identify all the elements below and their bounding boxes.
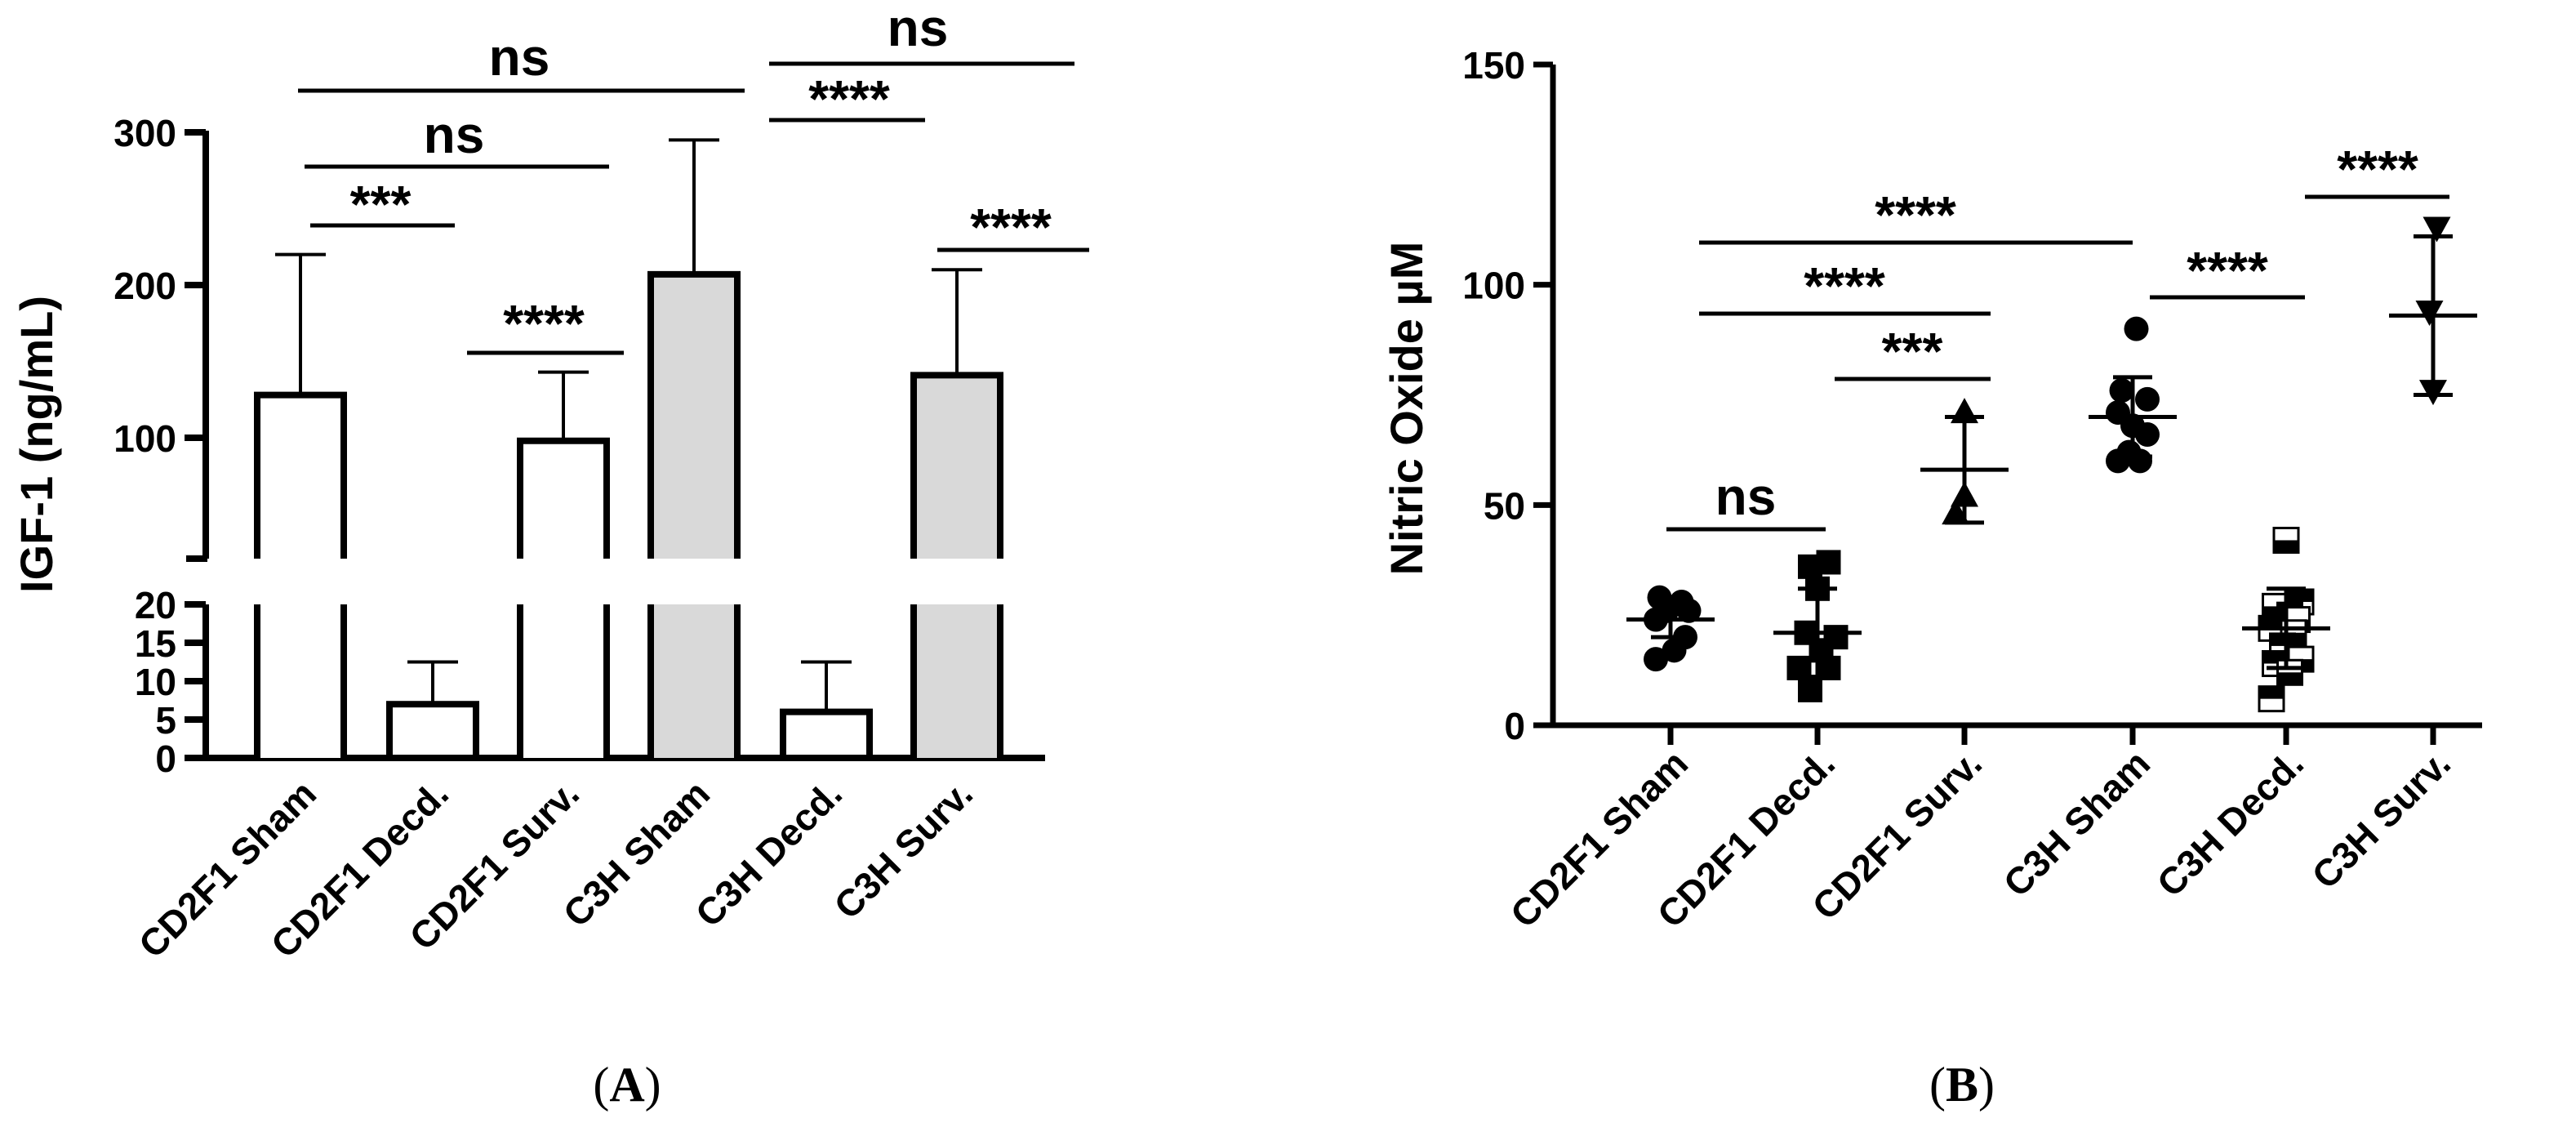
y-tick-label: 50 xyxy=(1484,484,1525,527)
panel-letter-a: A xyxy=(609,1058,644,1112)
y-tick-label-lower: 10 xyxy=(135,661,176,703)
data-point xyxy=(2423,216,2451,243)
significance-label: ns xyxy=(489,28,550,87)
panel-label-a: (A) xyxy=(593,1058,661,1112)
bar-lower-edges xyxy=(647,604,741,758)
data-point xyxy=(1644,647,1668,672)
y-tick-label: 150 xyxy=(1462,44,1525,87)
bar xyxy=(647,270,741,559)
bar-lower-fill xyxy=(651,604,737,758)
panel-letter-b: B xyxy=(1946,1058,1978,1112)
y-tick-label-lower: 0 xyxy=(155,738,176,780)
bar xyxy=(910,372,1003,559)
data-point xyxy=(1676,598,1702,623)
data-point xyxy=(1798,677,1822,702)
marker-fill xyxy=(2289,589,2313,602)
marker-fill xyxy=(2274,540,2298,553)
marker-fill xyxy=(2259,616,2284,629)
data-point xyxy=(1662,638,1687,663)
significance-label: **** xyxy=(2337,140,2418,198)
paren-open: ( xyxy=(1929,1058,1946,1112)
y-tick-label-lower: 15 xyxy=(135,622,176,665)
significance-label: ns xyxy=(1715,467,1777,526)
y-tick-label: 100 xyxy=(1462,265,1525,307)
x-category-label: C3H Decd. xyxy=(2149,742,2311,904)
data-point xyxy=(2135,422,2160,448)
significance-label: *** xyxy=(350,175,412,234)
y-tick-label-lower: 5 xyxy=(155,699,176,742)
data-point xyxy=(2272,526,2300,554)
data-point xyxy=(2109,378,2134,403)
significance-label: ns xyxy=(424,105,485,164)
bar-lower-edges xyxy=(517,604,610,758)
bar-upper-fill xyxy=(651,274,737,559)
bar-upper-fill xyxy=(914,375,1000,559)
bar xyxy=(386,701,479,762)
x-category-label: C3H Surv. xyxy=(2303,742,2458,897)
x-category-label: C3H Surv. xyxy=(825,772,981,927)
y-axis-label: Nitric Oxide µM xyxy=(1381,242,1432,576)
significance-label: ns xyxy=(888,0,949,57)
bar-lower-edges xyxy=(254,604,347,758)
marker-fill xyxy=(2259,686,2284,699)
data-point xyxy=(2415,301,2444,327)
bar-lower-fill xyxy=(520,604,607,758)
significance-label: **** xyxy=(2187,241,2268,300)
data-point xyxy=(2135,386,2160,412)
bar-lower-edges xyxy=(910,604,1003,758)
paren-open: ( xyxy=(593,1058,609,1112)
marker-fill xyxy=(2277,672,2302,685)
marker-fill xyxy=(2270,633,2295,646)
y-tick-label-upper: 200 xyxy=(113,265,176,307)
y-tick-label-lower: 20 xyxy=(135,584,176,626)
bar xyxy=(517,437,610,559)
bar xyxy=(254,391,347,559)
panel-label-b: (B) xyxy=(1929,1058,1995,1112)
significance-label: **** xyxy=(1804,256,1885,315)
data-point xyxy=(1798,554,1822,579)
y-axis-label: IGF-1 (ng/mL) xyxy=(11,296,62,593)
significance-label: **** xyxy=(808,69,890,128)
bar-upper-fill xyxy=(257,394,344,559)
significance-label: **** xyxy=(503,294,585,353)
significance-label: **** xyxy=(970,198,1052,256)
significance-label: **** xyxy=(1875,185,1956,244)
x-category-label: C3H Sham xyxy=(1995,742,2158,904)
y-tick-label: 0 xyxy=(1504,705,1525,747)
data-point xyxy=(2258,685,2285,713)
data-point xyxy=(2106,448,2130,474)
data-point xyxy=(2276,658,2303,686)
bar xyxy=(780,708,873,761)
bar-lower-fill xyxy=(257,604,344,758)
data-point xyxy=(2124,316,2149,341)
significance-label: *** xyxy=(1882,322,1943,381)
paren-close: ) xyxy=(1978,1058,1995,1112)
bar-upper-fill xyxy=(520,440,607,559)
paren-close: ) xyxy=(645,1058,661,1112)
bar-lower-fill xyxy=(914,604,1000,758)
y-tick-label-upper: 100 xyxy=(113,417,176,460)
y-tick-label-upper: 300 xyxy=(113,112,176,154)
